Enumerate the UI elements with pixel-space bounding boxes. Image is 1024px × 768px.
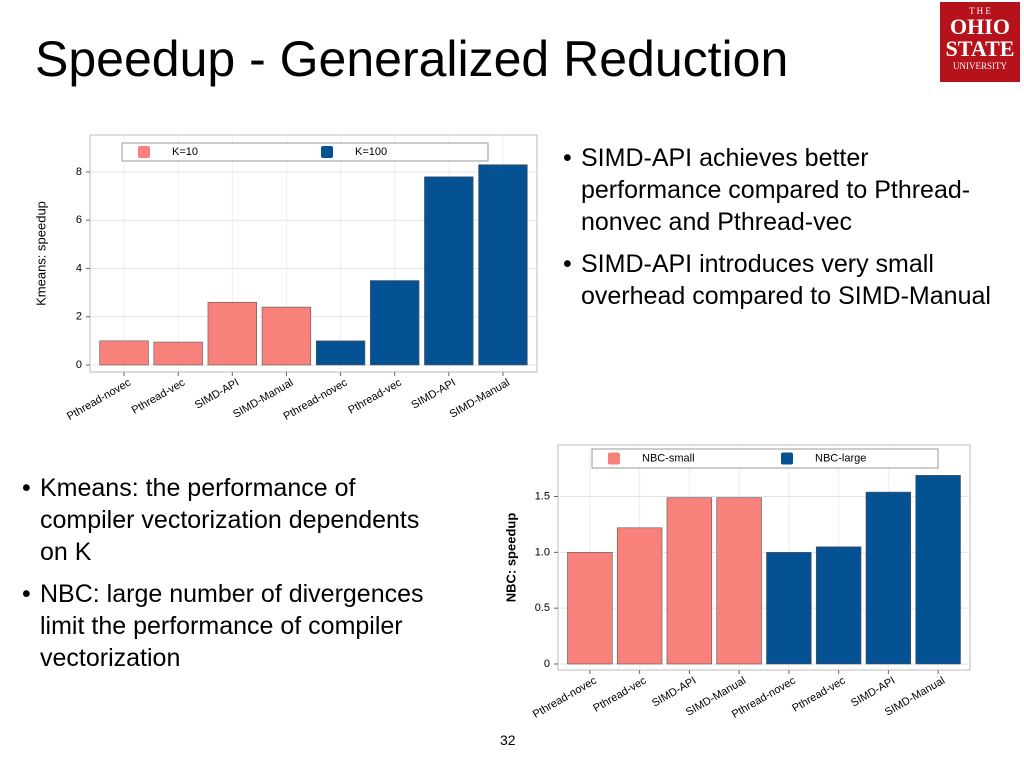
y-tick-label: 1.0 xyxy=(535,546,550,558)
bar xyxy=(261,306,312,366)
bar xyxy=(716,497,762,665)
bar xyxy=(815,546,862,665)
bar xyxy=(766,552,812,665)
bullet: SIMD-API introduces very small overhead … xyxy=(563,248,993,312)
legend-label: NBC-large xyxy=(815,452,866,464)
y-tick-label: 0.5 xyxy=(535,602,550,614)
legend-swatch xyxy=(138,146,150,158)
logo-text: STATE xyxy=(945,36,1015,61)
legend-swatch xyxy=(321,146,333,158)
logo-text: T H E xyxy=(969,6,991,16)
x-tick-label: SIMD-API xyxy=(193,377,241,412)
bullet: NBC: large number of divergences limit t… xyxy=(22,578,442,674)
bar xyxy=(99,340,149,366)
legend-label: K=100 xyxy=(355,146,387,158)
x-tick-label: Pthread-novec xyxy=(65,376,133,422)
logo-text: UNIVERSITY xyxy=(953,61,1007,71)
y-tick-label: 8 xyxy=(76,166,82,178)
logo: T H E OHIO STATE UNIVERSITY xyxy=(940,2,1020,82)
bar xyxy=(616,527,663,665)
y-axis-label: Kmeans: speedup xyxy=(33,201,48,306)
bar xyxy=(153,341,203,366)
bar xyxy=(207,301,257,366)
bar xyxy=(370,280,420,366)
legend-box xyxy=(591,448,939,469)
x-tick-label: Pthread-vec xyxy=(790,674,848,714)
y-tick-label: 2 xyxy=(76,311,82,323)
x-tick-label: Pthread-vec xyxy=(130,376,188,416)
bullet-list: SIMD-API achieves better performance com… xyxy=(563,142,993,322)
legend-box xyxy=(121,142,489,162)
bullet-list: Kmeans: the performance of compiler vect… xyxy=(22,472,442,684)
y-axis-label: NBC: speedup xyxy=(503,513,518,603)
bullet: SIMD-API achieves better performance com… xyxy=(563,142,993,238)
bar xyxy=(424,176,474,366)
x-tick-label: Pthread-vec xyxy=(591,674,649,714)
y-tick-label: 1.5 xyxy=(535,490,550,502)
legend-swatch xyxy=(608,452,620,465)
bar xyxy=(478,164,528,366)
bar xyxy=(666,497,713,665)
y-tick-label: 6 xyxy=(76,214,82,226)
legend-label: NBC-small xyxy=(642,452,695,464)
bar xyxy=(865,491,912,665)
legend-label: K=10 xyxy=(172,146,198,158)
slide-title: Speedup - Generalized Reduction xyxy=(35,31,789,87)
x-tick-label: Pthread-vec xyxy=(346,376,404,416)
bar xyxy=(915,475,961,665)
bar xyxy=(567,552,613,665)
logo-text: OHIO xyxy=(950,14,1010,39)
x-tick-label: Pthread-novec xyxy=(531,674,599,720)
x-tick-label: SIMD-API xyxy=(409,377,457,412)
y-tick-label: 0 xyxy=(76,359,82,371)
y-tick-label: 4 xyxy=(76,262,82,274)
x-tick-label: SIMD-Manual xyxy=(448,377,512,421)
y-tick-label: 0 xyxy=(544,658,550,670)
page-number: 32 xyxy=(500,732,516,748)
bar xyxy=(315,340,366,366)
legend-swatch xyxy=(781,452,793,465)
bullet: Kmeans: the performance of compiler vect… xyxy=(22,472,442,568)
